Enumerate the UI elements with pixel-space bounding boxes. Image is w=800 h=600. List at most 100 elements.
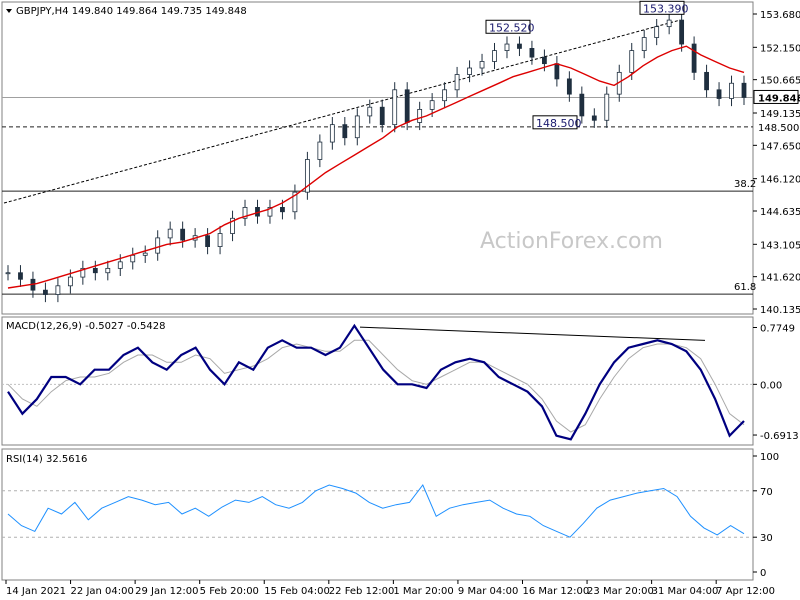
macd-tick-label: -0.6913 [760,431,799,442]
macd-tick-label: 0.00 [760,380,782,391]
price-candle [542,56,547,65]
price-candle [354,115,360,139]
price-candle [579,93,585,117]
macd-panel-frame [1,316,754,446]
rsi-label: RSI(14) 32.5616 [6,454,87,465]
price-candle [342,124,348,139]
time-tick-label: 16 Mar 12:00 [522,586,589,597]
price-candle [404,89,410,123]
annotation-label: 153.390 [643,2,689,15]
time-tick-label: 9 Mar 04:00 [458,586,518,597]
price-tick-label: 143.105 [760,240,800,251]
time-tick-label: 23 Mar 20:00 [587,586,654,597]
annotation-box [532,115,578,130]
current-price-box [753,89,799,104]
price-candle [392,89,398,126]
rsi-tick-label: 30 [760,533,773,544]
price-candle [280,206,285,213]
price-candle [317,141,323,160]
price-candle [591,115,597,121]
price-candle [504,43,510,51]
price-candle [529,48,535,58]
price-candle [117,261,123,269]
rsi-line [7,484,745,538]
time-tick-label: 29 Jan 12:00 [135,586,198,597]
annotation-box [639,0,685,15]
annotation-label: 152.520 [489,21,535,34]
macd-panel [2,323,753,441]
price-candle [55,285,61,295]
price-candle [92,267,98,274]
price-candle [417,108,423,123]
rsi-tick-label: 100 [760,452,779,463]
time-tick-label: 22 Feb 12:00 [329,586,395,597]
price-candle [479,61,485,69]
price-candle [105,267,111,274]
price-candle [205,235,210,248]
price-candle [379,106,385,126]
dropdown-triangle-icon[interactable] [6,9,12,13]
price-candle [217,233,223,248]
fib-level-label: 38.2 [734,179,756,190]
price-candle [716,89,722,99]
symbol-header: GBPJPY,H4 149.840 149.864 149.735 149.84… [16,6,247,17]
price-candle [729,82,734,99]
price-candle [329,124,335,143]
price-tick-label: 153.680 [760,10,800,21]
rsi-tick-label: 0 [760,568,766,579]
price-panel: 38.2 61.8 152.520 153.390 148.500 [2,0,756,303]
price-candle [5,272,11,275]
time-tick-label: 15 Feb 04:00 [264,586,330,597]
price-tick-label: 146.120 [760,175,800,186]
price-candle [130,254,136,263]
price-candle [554,63,560,80]
price-candle [704,71,709,91]
time-tick-label: 5 Feb 20:00 [200,586,259,597]
price-candle [180,228,186,241]
price-candle [467,67,472,75]
price-tick-label: 149.135 [760,109,800,120]
price-candle [142,252,148,256]
price-candle [18,272,23,280]
time-tick-label: 22 Jan 04:00 [71,586,134,597]
macd-signal-line [7,339,745,433]
time-tick-label: 1 Mar 20:00 [393,586,453,597]
price-candle [442,89,448,102]
price-candle [267,206,273,217]
price-candle [654,26,660,38]
macd-main-line [7,323,745,441]
price-candle [304,159,310,193]
main-panel-frame [1,1,754,315]
price-candle [679,19,685,45]
price-candle [604,93,610,121]
price-tick-label: 152.150 [760,43,800,54]
price-candle [367,106,373,117]
price-candle [67,276,73,287]
price-tick-label: 141.620 [760,273,800,284]
price-candle [492,50,497,62]
price-candle [566,78,572,95]
price-tick-label: 140.135 [760,305,800,316]
price-candle [666,19,672,28]
price-candle [230,217,235,234]
level-price-box [754,119,798,133]
price-candle [292,191,298,213]
price-tick-label: 150.665 [760,76,800,87]
price-candle [429,100,435,110]
trendline-dashed [3,19,681,204]
time-tick-label: 31 Mar 04:00 [652,586,719,597]
price-candle [629,50,635,73]
macd-trendline [359,326,706,341]
price-tick-label: 147.650 [760,141,800,152]
current-price-label: 149.848 [758,93,800,104]
rsi-panel-frame [1,448,754,581]
price-candle [691,43,697,73]
price-candle [43,289,48,295]
macd-label: MACD(12,26,9) -0.5027 -0.5428 [6,321,166,332]
time-tick-label: 7 Apr 12:00 [716,586,775,597]
price-candle [80,267,86,278]
axes: 153.680 152.150 150.665 149.135 147.650 146.1… [5,10,800,597]
rsi-panel [2,484,753,538]
price-candle [641,37,647,51]
